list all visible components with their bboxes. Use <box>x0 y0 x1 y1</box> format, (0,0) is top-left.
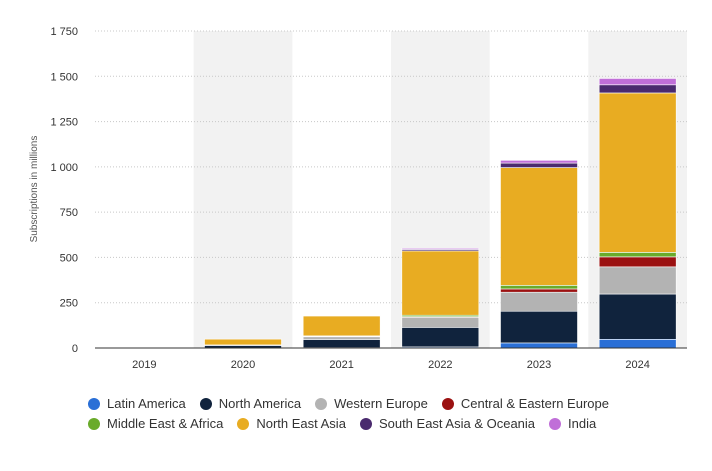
x-tick-label: 2023 <box>527 359 551 371</box>
legend-marker <box>360 418 372 430</box>
y-tick-label: 1 000 <box>50 162 78 174</box>
legend-label: Middle East & Africa <box>107 414 223 434</box>
bar-segment <box>205 339 282 345</box>
legend-item[interactable]: Middle East & Africa <box>88 414 223 434</box>
y-axis-label: Subscriptions in millions <box>29 136 40 243</box>
bar-segment <box>599 294 676 339</box>
legend-item[interactable]: Central & Eastern Europe <box>442 394 609 414</box>
bar-segment <box>402 317 479 327</box>
bar-segment <box>501 289 578 292</box>
x-tick-label: 2022 <box>428 359 452 371</box>
x-tick-label: 2020 <box>231 359 255 371</box>
y-tick-label: 750 <box>60 207 78 219</box>
legend-label: Central & Eastern Europe <box>461 394 609 414</box>
legend-label: India <box>568 414 596 434</box>
bar-segment <box>599 267 676 294</box>
bar-segment <box>501 292 578 311</box>
bar-segment <box>501 168 578 286</box>
bar-segment <box>402 248 479 249</box>
legend-item[interactable]: Western Europe <box>315 394 428 414</box>
legend-row: Latin America North America Western Europe… <box>88 394 698 414</box>
legend-label: North America <box>219 394 301 414</box>
bar-segment <box>303 316 380 336</box>
bar-segment <box>501 163 578 168</box>
legend-row: Middle East & Africa North East Asia South… <box>88 414 698 434</box>
legend-marker <box>88 418 100 430</box>
y-tick-label: 500 <box>60 252 78 264</box>
legend-item[interactable]: Latin America <box>88 394 186 414</box>
column-band <box>194 31 293 348</box>
legend-item[interactable]: India <box>549 414 596 434</box>
legend-label: Western Europe <box>334 394 428 414</box>
y-tick-label: 1 750 <box>50 26 78 38</box>
x-tick-label: 2024 <box>625 359 649 371</box>
legend-marker <box>88 398 100 410</box>
bar-segment <box>599 252 676 257</box>
legend-item[interactable]: North East Asia <box>237 414 346 434</box>
legend-marker <box>442 398 454 410</box>
bar-segment <box>599 93 676 252</box>
bar-segment <box>501 285 578 289</box>
legend-marker <box>549 418 561 430</box>
x-tick-label: 2021 <box>329 359 353 371</box>
x-tick-label: 2019 <box>132 359 156 371</box>
bar-segment <box>303 339 380 347</box>
bar-segment <box>599 78 676 84</box>
bar-segment <box>402 327 479 347</box>
legend: Latin America North America Western Europe… <box>88 394 698 434</box>
bar-segment <box>303 337 380 340</box>
y-tick-label: 250 <box>60 298 78 310</box>
y-tick-label: 1 500 <box>50 71 78 83</box>
legend-label: North East Asia <box>256 414 346 434</box>
y-tick-label: 1 250 <box>50 117 78 129</box>
bar-segment <box>501 343 578 348</box>
y-tick-label: 0 <box>72 343 78 355</box>
legend-marker <box>200 398 212 410</box>
bar-segment <box>599 257 676 267</box>
legend-item[interactable]: South East Asia & Oceania <box>360 414 535 434</box>
bar-segment <box>599 85 676 93</box>
legend-label: South East Asia & Oceania <box>379 414 535 434</box>
legend-marker <box>237 418 249 430</box>
bar-segment <box>599 339 676 348</box>
legend-marker <box>315 398 327 410</box>
legend-label: Latin America <box>107 394 186 414</box>
bar-segment <box>501 311 578 343</box>
bar-segment <box>501 160 578 163</box>
legend-item[interactable]: North America <box>200 394 301 414</box>
bar-segment <box>402 251 479 315</box>
